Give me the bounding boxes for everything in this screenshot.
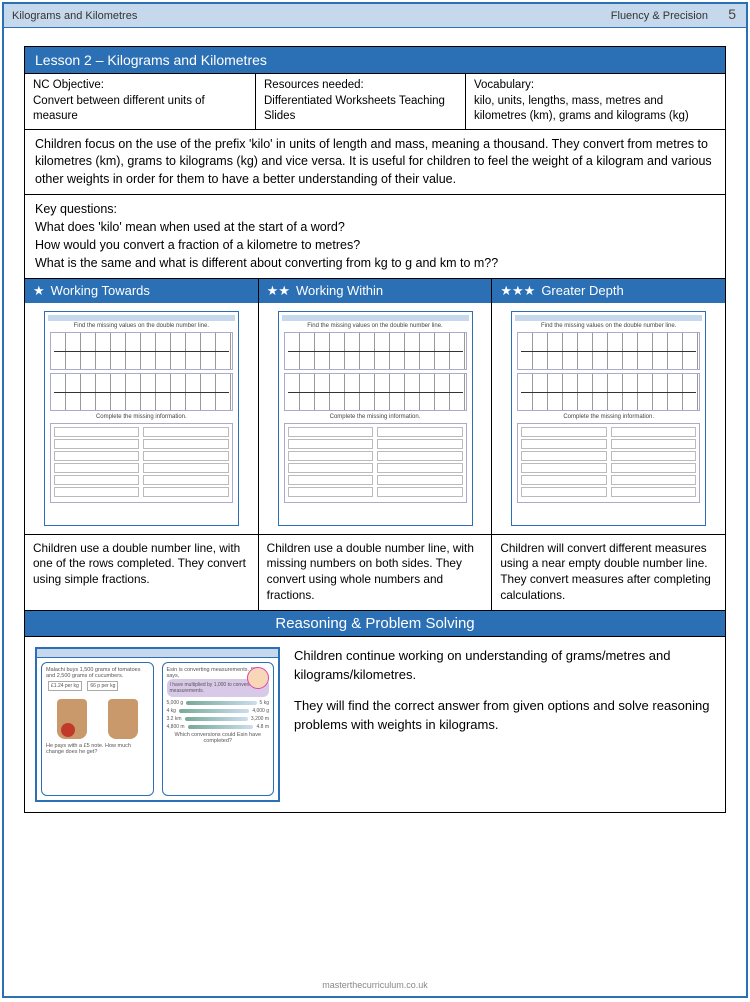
level-depth-label: Greater Depth <box>541 283 623 298</box>
nc-objective: NC Objective: Convert between different … <box>25 74 256 129</box>
rps-left-text: Malachi buys 1,500 grams of tomatoes and… <box>46 667 149 679</box>
objective-label: NC Objective: <box>33 78 247 94</box>
rps-p2: They will find the correct answer from g… <box>294 697 715 735</box>
price-tag-1: £1.24 per kg <box>48 681 82 691</box>
worksheet-thumb-towards: Find the missing values on the double nu… <box>44 311 239 526</box>
ws-depth-cell: Find the missing values on the double nu… <box>492 303 725 534</box>
ws-sub: Complete the missing information. <box>282 414 469 420</box>
rps-right-panel: Esin is converting measurements. She say… <box>162 662 275 796</box>
conv-val: 3.2 km <box>167 716 182 722</box>
rps-row: Malachi buys 1,500 grams of tomatoes and… <box>24 637 726 813</box>
ws-title: Find the missing values on the double nu… <box>48 323 235 329</box>
rps-left-panel: Malachi buys 1,500 grams of tomatoes and… <box>41 662 154 796</box>
ws-title: Find the missing values on the double nu… <box>515 323 702 329</box>
description: Children focus on the use of the prefix … <box>24 130 726 196</box>
conv-val: 3,200 m <box>251 716 269 722</box>
ws-title: Find the missing values on the double nu… <box>282 323 469 329</box>
lesson-title: Lesson 2 – Kilograms and Kilometres <box>24 46 726 73</box>
conv-val: 4,000 g <box>252 708 269 714</box>
level-towards-label: Working Towards <box>51 283 150 298</box>
level-depth-header: ★★★ Greater Depth <box>492 279 725 303</box>
bag-icon <box>108 699 138 739</box>
price-tag-2: 66 p per kg <box>87 681 118 691</box>
page-header: Kilograms and Kilometres Fluency & Preci… <box>4 4 746 28</box>
rps-title: Reasoning & Problem Solving <box>24 611 726 637</box>
objective-text: Convert between different units of measu… <box>33 94 247 125</box>
vocabulary-text: kilo, units, lengths, mass, metres and k… <box>474 94 717 125</box>
content-area: Lesson 2 – Kilograms and Kilometres NC O… <box>4 28 746 823</box>
header-right: Fluency & Precision <box>611 10 708 22</box>
vocabulary-label: Vocabulary: <box>474 78 717 94</box>
level-headers: ★ Working Towards ★★ Working Within ★★★ … <box>24 279 726 303</box>
conv-val: 4 kg <box>167 708 176 714</box>
page-number: 5 <box>728 6 736 22</box>
ws-towards-cell: Find the missing values on the double nu… <box>25 303 259 534</box>
star-icon: ★★ <box>267 283 290 299</box>
rps-text: Children continue working on understandi… <box>294 647 715 746</box>
objective-row: NC Objective: Convert between different … <box>24 73 726 130</box>
resources-label: Resources needed: <box>264 78 457 94</box>
vocabulary: Vocabulary: kilo, units, lengths, mass, … <box>466 74 725 129</box>
kq-label: Key questions: <box>35 200 715 218</box>
kq-3: What is the same and what is different a… <box>35 254 715 272</box>
level-within-header: ★★ Working Within <box>259 279 493 303</box>
rps-right-q: Which conversions could Esin have comple… <box>167 732 270 744</box>
desc-towards: Children use a double number line, with … <box>25 535 259 611</box>
star-icon: ★★★ <box>500 283 535 299</box>
conv-val: 4.8 m <box>256 724 269 730</box>
rps-left-q: He pays with a £5 note. How much change … <box>46 743 149 755</box>
level-within-label: Working Within <box>296 283 383 298</box>
rps-p1: Children continue working on understandi… <box>294 647 715 685</box>
level-towards-header: ★ Working Towards <box>25 279 259 303</box>
kq-1: What does 'kilo' mean when used at the s… <box>35 218 715 236</box>
desc-within: Children use a double number line, with … <box>259 535 493 611</box>
conv-val: 5 kg <box>260 700 269 706</box>
ws-within-cell: Find the missing values on the double nu… <box>259 303 493 534</box>
level-desc-row: Children use a double number line, with … <box>24 535 726 612</box>
key-questions: Key questions: What does 'kilo' mean whe… <box>24 195 726 279</box>
star-icon: ★ <box>33 283 45 299</box>
ws-sub: Complete the missing information. <box>48 414 235 420</box>
kq-2: How would you convert a fraction of a ki… <box>35 236 715 254</box>
rps-thumbnail: Malachi buys 1,500 grams of tomatoes and… <box>35 647 280 802</box>
conv-val: 4,800 m <box>167 724 185 730</box>
worksheet-thumb-depth: Find the missing values on the double nu… <box>511 311 706 526</box>
resources-text: Differentiated Worksheets Teaching Slide… <box>264 94 457 125</box>
header-left: Kilograms and Kilometres <box>12 10 137 22</box>
conv-val: 5,000 g <box>167 700 184 706</box>
bag-icon <box>57 699 87 739</box>
footer: masterthecurriculum.co.uk <box>4 980 746 990</box>
worksheets-row: Find the missing values on the double nu… <box>24 303 726 535</box>
desc-depth: Children will convert different measures… <box>492 535 725 611</box>
ws-sub: Complete the missing information. <box>515 414 702 420</box>
worksheet-thumb-within: Find the missing values on the double nu… <box>278 311 473 526</box>
resources: Resources needed: Differentiated Workshe… <box>256 74 466 129</box>
